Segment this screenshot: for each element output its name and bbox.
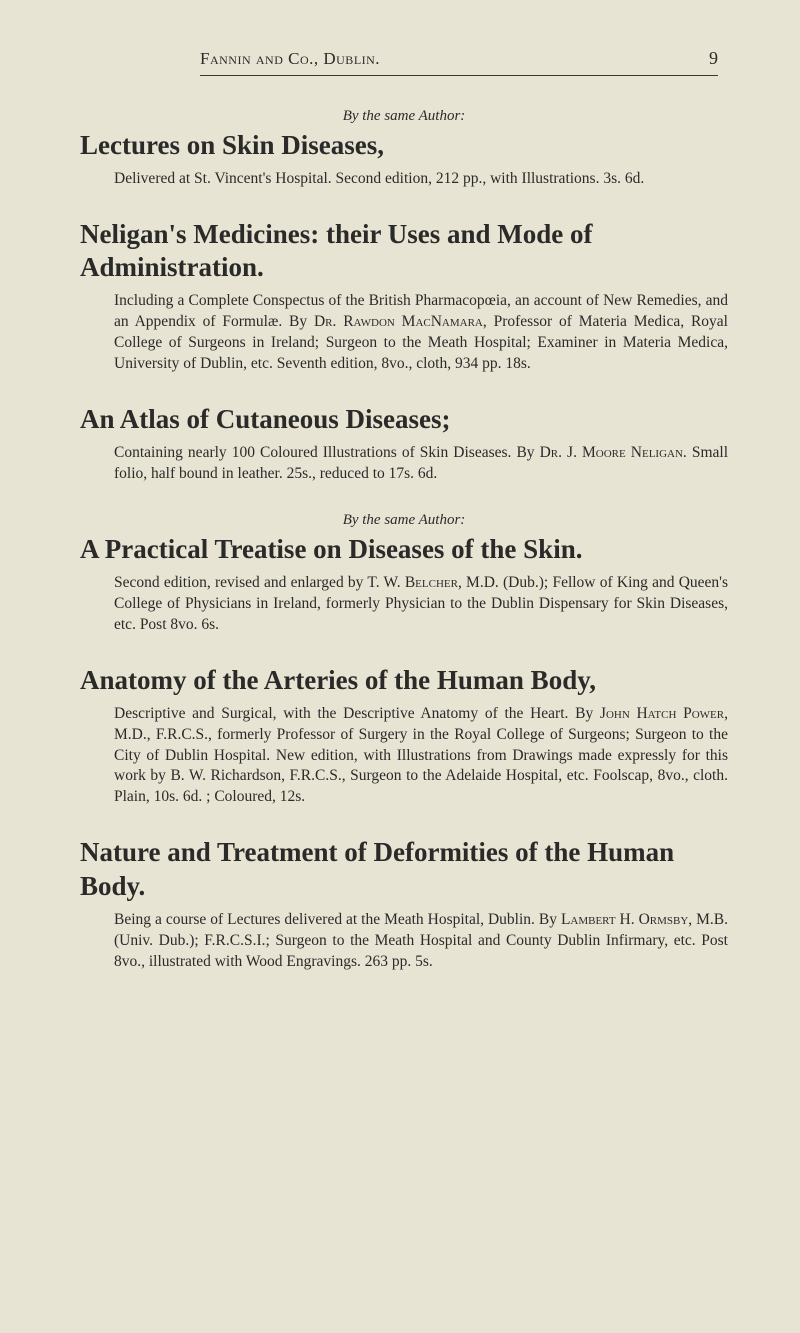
- entry-title: A Practical Treatise on Diseases of the …: [80, 533, 728, 567]
- catalog-entry: By the same Author: A Practical Treatise …: [80, 512, 728, 636]
- entry-title: An Atlas of Cutaneous Diseases;: [80, 403, 728, 437]
- entry-desc-part: Dr. Rawdon MacNamara: [314, 313, 483, 330]
- entry-title: Anatomy of the Arteries of the Human Bod…: [80, 664, 728, 698]
- entries-container: By the same Author: Lectures on Skin Dise…: [80, 108, 728, 973]
- entry-description: Delivered at St. Vincent's Hospital. Sec…: [114, 169, 728, 190]
- catalog-entry: An Atlas of Cutaneous Diseases; Containin…: [80, 403, 728, 485]
- entry-desc-part: Containing nearly 100 Coloured Illustrat…: [114, 444, 540, 461]
- entry-desc-part: Dr. J. Moore Neligan: [540, 444, 683, 461]
- entry-description: Containing nearly 100 Coloured Illustrat…: [114, 443, 728, 485]
- entry-desc-part: Lambert H. Ormsby: [561, 911, 688, 928]
- catalog-entry: Nature and Treatment of Deformities of t…: [80, 836, 728, 972]
- entry-desc-part: Belcher: [405, 574, 458, 591]
- entry-byline: By the same Author:: [80, 512, 728, 529]
- entry-title: Lectures on Skin Diseases,: [80, 129, 728, 163]
- entry-desc-part: John Hatch Power: [600, 705, 724, 722]
- page-header: Fannin and Co., Dublin. 9: [200, 48, 718, 76]
- page-number: 9: [709, 48, 718, 69]
- catalog-entry: Anatomy of the Arteries of the Human Bod…: [80, 664, 728, 808]
- entry-desc-part: Second edition, revised and enlarged by …: [114, 574, 405, 591]
- entry-description: Descriptive and Surgical, with the Descr…: [114, 704, 728, 809]
- entry-description: Including a Complete Conspectus of the B…: [114, 291, 728, 375]
- entry-description: Second edition, revised and enlarged by …: [114, 573, 728, 636]
- entry-desc-part: Being a course of Lectures delivered at …: [114, 911, 561, 928]
- running-head: Fannin and Co., Dublin.: [200, 49, 380, 69]
- entry-desc-part: Delivered at St. Vincent's Hospital. Sec…: [114, 170, 644, 187]
- entry-byline: By the same Author:: [80, 108, 728, 125]
- catalog-entry: Neligan's Medicines: their Uses and Mode…: [80, 218, 728, 375]
- entry-description: Being a course of Lectures delivered at …: [114, 910, 728, 973]
- entry-title: Neligan's Medicines: their Uses and Mode…: [80, 218, 728, 286]
- entry-desc-part: Descriptive and Surgical, with the Descr…: [114, 705, 600, 722]
- entry-title: Nature and Treatment of Deformities of t…: [80, 836, 728, 904]
- catalog-entry: By the same Author: Lectures on Skin Dise…: [80, 108, 728, 190]
